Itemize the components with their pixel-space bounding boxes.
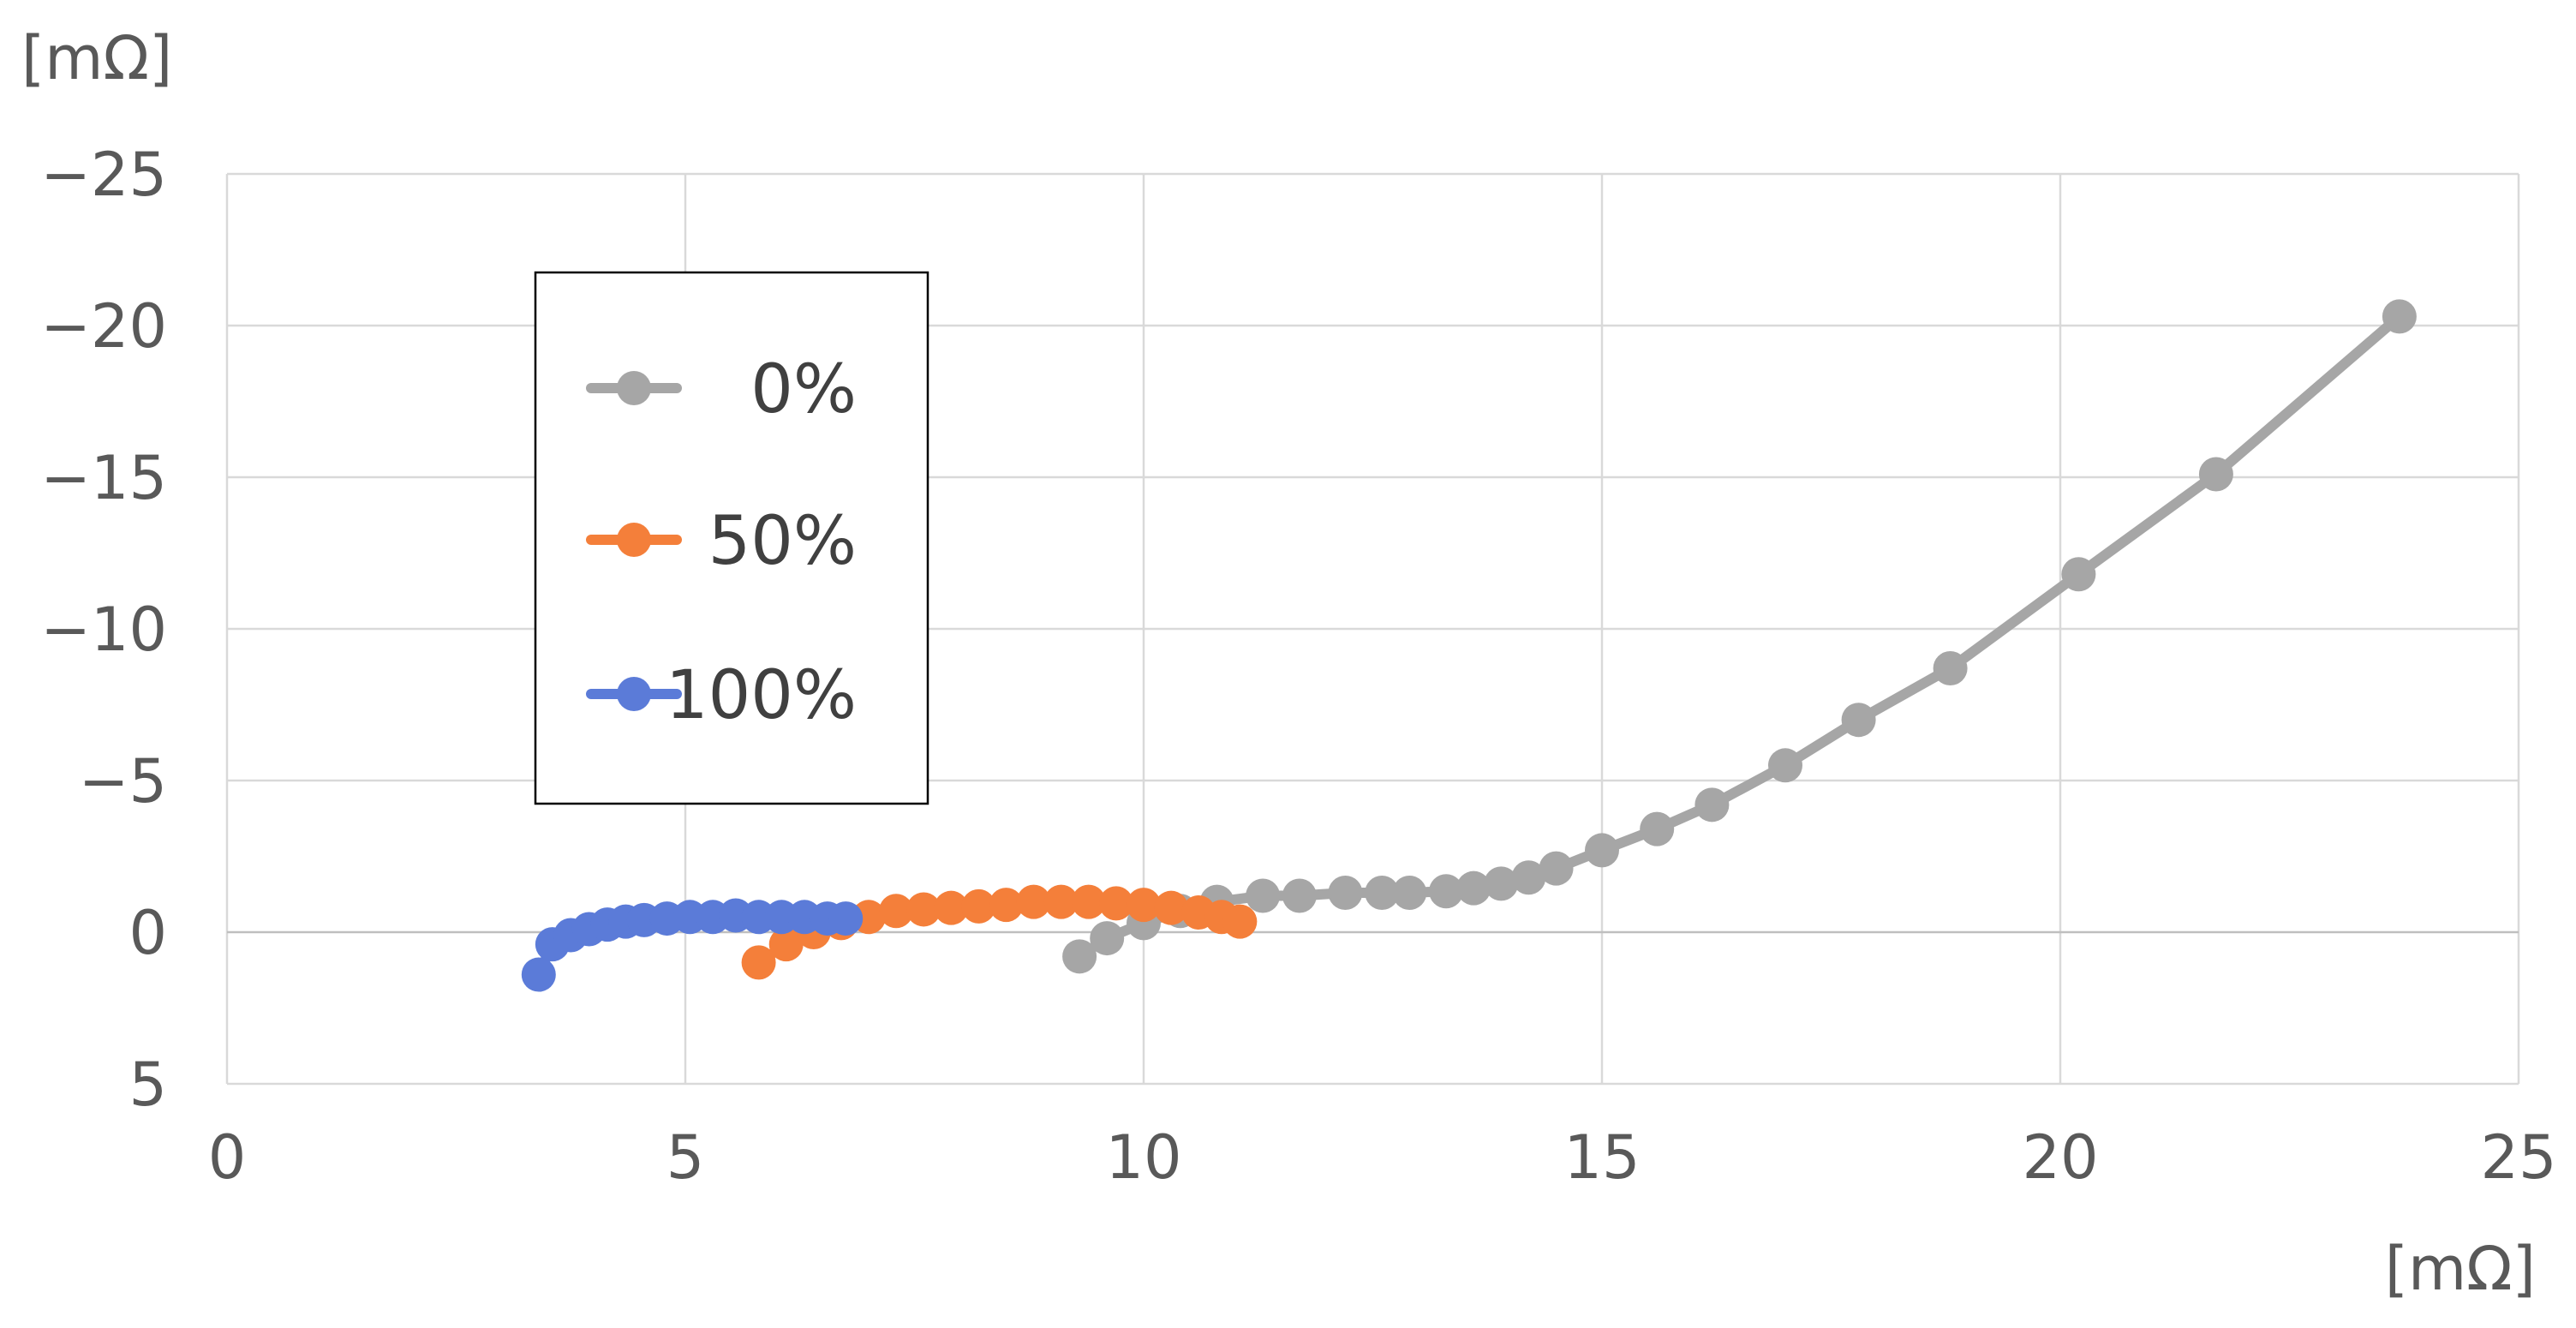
data-point bbox=[1841, 703, 1876, 738]
data-point bbox=[768, 927, 804, 962]
legend-label: 100% bbox=[666, 657, 857, 734]
y-tick-label: −5 bbox=[79, 746, 167, 817]
legend-marker bbox=[617, 523, 651, 557]
legend-label: 0% bbox=[750, 351, 857, 428]
data-point bbox=[906, 892, 941, 927]
data-point bbox=[2061, 557, 2096, 592]
y-tick-label: 5 bbox=[129, 1050, 167, 1120]
legend: 0% 50% 100% bbox=[534, 271, 929, 805]
data-point bbox=[1062, 939, 1097, 974]
series-3 bbox=[521, 898, 864, 992]
series-line bbox=[1074, 311, 2405, 962]
data-point bbox=[1043, 884, 1079, 919]
y-tick-label: −15 bbox=[40, 443, 167, 513]
data-point bbox=[1090, 921, 1125, 956]
data-point bbox=[934, 890, 969, 925]
data-point bbox=[1392, 875, 1427, 910]
data-point bbox=[828, 901, 864, 936]
data-point bbox=[1282, 878, 1317, 913]
data-point bbox=[1098, 886, 1133, 921]
data-point bbox=[879, 894, 914, 929]
x-tick-label: 15 bbox=[1563, 1122, 1640, 1193]
data-point bbox=[521, 957, 556, 992]
data-point bbox=[1246, 878, 1281, 913]
data-point bbox=[1694, 787, 1730, 823]
data-point bbox=[1933, 651, 1968, 686]
data-point bbox=[1127, 888, 1161, 923]
data-point bbox=[989, 888, 1024, 923]
data-point bbox=[1222, 904, 1258, 939]
data-point bbox=[1768, 748, 1802, 783]
data-point bbox=[1484, 866, 1519, 901]
data-point bbox=[1456, 870, 1491, 906]
data-point bbox=[1640, 811, 1675, 846]
x-tick-label: 25 bbox=[2480, 1122, 2556, 1193]
data-point bbox=[1429, 874, 1464, 909]
data-point bbox=[1328, 875, 1363, 910]
data-point bbox=[1511, 860, 1546, 895]
data-point bbox=[1154, 890, 1189, 925]
axis-tick-labels: 0 5 10 15 20 25−25−20−15−10−505 bbox=[40, 140, 2556, 1193]
series-1 bbox=[1062, 299, 2417, 974]
x-tick-label: 20 bbox=[2022, 1122, 2098, 1193]
data-point bbox=[2382, 299, 2417, 334]
x-axis-unit-label: [mΩ] bbox=[2385, 1234, 2536, 1304]
y-tick-label: −10 bbox=[40, 595, 167, 665]
x-tick-label: 0 bbox=[208, 1122, 247, 1193]
y-tick-label: −20 bbox=[40, 291, 167, 362]
legend-marker bbox=[617, 371, 651, 405]
data-point bbox=[1071, 884, 1106, 919]
y-axis-unit-label: [mΩ] bbox=[21, 23, 172, 93]
y-tick-label: 0 bbox=[129, 898, 167, 968]
data-point bbox=[1365, 875, 1400, 910]
x-tick-label: 10 bbox=[1105, 1122, 1181, 1193]
legend-marker bbox=[617, 677, 651, 711]
data-point bbox=[961, 888, 996, 924]
legend-label: 50% bbox=[708, 503, 857, 580]
series-layer bbox=[521, 299, 2417, 992]
data-point bbox=[2198, 457, 2233, 492]
data-point bbox=[1585, 833, 1619, 868]
data-point bbox=[741, 945, 776, 980]
x-tick-label: 5 bbox=[666, 1122, 705, 1193]
y-tick-label: −25 bbox=[40, 140, 167, 210]
data-point bbox=[1016, 884, 1051, 919]
data-point bbox=[1539, 851, 1574, 886]
